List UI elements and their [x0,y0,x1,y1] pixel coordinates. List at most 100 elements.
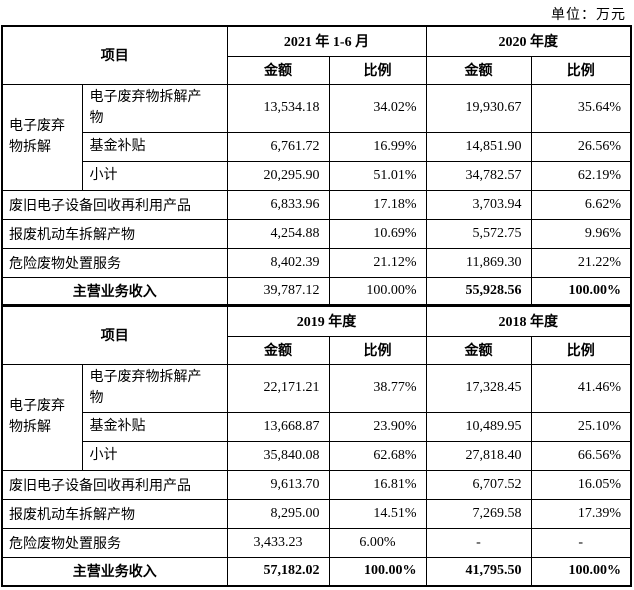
period-2020-header-cell: 2020 年度 [425,25,632,57]
total-row: 主营业务收入 39,787.12 100.00% 55,928.56 100.0… [1,276,632,306]
table-row: 基金补贴 6,761.72 16.99% 14,851.90 26.56% [2,131,632,162]
total-label-cell: 主营业务收入 [1,276,228,306]
ratio-cell: 6.00% [328,527,427,558]
amount-cell: 13,534.18 [226,83,330,133]
ratio-cell: 21.12% [328,247,427,278]
group-label-cell: 电子废弃物拆解 [1,83,83,191]
ratio-cell: 17.18% [328,189,427,220]
period-2018-header-cell: 2018 年度 [425,305,632,337]
ratio-cell: 38.77% [328,363,427,413]
total-amount-cell: 41,795.50 [425,556,532,587]
amount-cell: 17,328.45 [425,363,532,413]
table-row: 电子废弃物拆解 电子废弃物拆解产物 13,534.18 34.02% 19,93… [1,83,632,191]
amount-cell: 8,295.00 [226,498,330,529]
amount-cell: 11,869.30 [425,247,532,278]
ratio-cell: 34.02% [328,83,427,133]
ratio-header-cell: 比例 [530,55,632,85]
amount-cell: 34,782.57 [425,160,532,191]
table-row: 电子废弃物拆解 电子废弃物拆解产物 22,171.21 38.77% 17,32… [1,363,632,471]
row-label-cell: 电子废弃物拆解产物 [81,83,228,133]
row-label-cell: 废旧电子设备回收再利用产品 [1,189,228,220]
ratio-cell: 16.81% [328,469,427,500]
amount-header-cell: 金额 [226,335,330,365]
ratio-cell: 17.39% [530,498,632,529]
amount-cell: 20,295.90 [226,160,330,191]
amount-header-cell: 金额 [226,55,330,85]
row-label-cell: 小计 [81,160,228,191]
ratio-cell: 51.01% [328,160,427,191]
table-row: 小计 35,840.08 62.68% 27,818.40 66.56% [2,440,632,471]
ratio-cell: 16.99% [328,131,427,162]
ratio-header-cell: 比例 [328,55,427,85]
ratio-cell: 16.05% [530,469,632,500]
group-label-cell: 电子废弃物拆解 [1,363,83,471]
total-ratio-cell: 100.00% [530,276,632,306]
table-row: 危险废物处置服务 3,433.23 6.00% - - [1,527,632,558]
amount-cell: 27,818.40 [425,440,532,471]
amount-cell: 14,851.90 [425,131,532,162]
period-header-row: 项目 2021 年 1-6 月 2020 年度 [1,25,632,85]
row-label-cell: 报废机动车拆解产物 [1,498,228,529]
revenue-table-2021h1-2020: 项目 2021 年 1-6 月 2020 年度 金额 比例 金额 比例 电子废弃… [1,25,633,306]
ratio-cell: 23.90% [328,411,427,442]
subheader-row: 金额 比例 金额 比例 [2,335,632,365]
amount-cell: 6,761.72 [226,131,330,162]
ratio-cell: 66.56% [530,440,632,471]
amount-cell: 13,668.87 [226,411,330,442]
row-label-cell: 小计 [81,440,228,471]
total-ratio-cell: 100.00% [530,556,632,587]
amount-cell: 7,269.58 [425,498,532,529]
period-header-row: 项目 2019 年度 2018 年度 [1,305,632,365]
item-header-cell: 项目 [1,25,228,85]
total-ratio-cell: 100.00% [328,276,427,306]
table-row: 报废机动车拆解产物 8,295.00 14.51% 7,269.58 17.39… [1,498,632,529]
ratio-cell: 25.10% [530,411,632,442]
total-amount-cell: 55,928.56 [425,276,532,306]
amount-cell: 6,833.96 [226,189,330,220]
ratio-cell: - [530,527,632,558]
ratio-header-cell: 比例 [328,335,427,365]
table-row: 危险废物处置服务 8,402.39 21.12% 11,869.30 21.22… [1,247,632,278]
total-label-cell: 主营业务收入 [1,556,228,587]
amount-cell: 6,707.52 [425,469,532,500]
period-2019-header-cell: 2019 年度 [226,305,427,337]
amount-cell: 19,930.67 [425,83,532,133]
row-label-cell: 报废机动车拆解产物 [1,218,228,249]
amount-cell: 5,572.75 [425,218,532,249]
ratio-cell: 35.64% [530,83,632,133]
total-amount-cell: 57,182.02 [226,556,330,587]
ratio-cell: 14.51% [328,498,427,529]
item-header-cell: 项目 [1,305,228,365]
revenue-table-2019-2018: 项目 2019 年度 2018 年度 金额 比例 金额 比例 电子废弃物拆解 电… [1,305,632,587]
ratio-cell: 21.22% [530,247,632,278]
ratio-cell: 6.62% [530,189,632,220]
amount-cell: 8,402.39 [226,247,330,278]
table-row: 报废机动车拆解产物 4,254.88 10.69% 5,572.75 9.96% [1,218,632,249]
ratio-cell: 10.69% [328,218,427,249]
row-label-cell: 危险废物处置服务 [1,247,228,278]
total-ratio-cell: 100.00% [328,556,427,587]
amount-cell: 35,840.08 [226,440,330,471]
row-label-cell: 基金补贴 [81,131,228,162]
amount-header-cell: 金额 [425,335,532,365]
ratio-cell: 9.96% [530,218,632,249]
row-label-cell: 基金补贴 [81,411,228,442]
total-amount-cell: 39,787.12 [226,276,330,306]
row-label-cell: 危险废物处置服务 [1,527,228,558]
amount-cell: 3,433.23 [226,527,330,558]
amount-cell: 3,703.94 [425,189,532,220]
amount-cell: - [425,527,532,558]
period-2021h1-header-cell: 2021 年 1-6 月 [226,25,427,57]
row-label-cell: 电子废弃物拆解产物 [81,363,228,413]
amount-cell: 4,254.88 [226,218,330,249]
amount-cell: 22,171.21 [226,363,330,413]
amount-cell: 10,489.95 [425,411,532,442]
total-row: 主营业务收入 57,182.02 100.00% 41,795.50 100.0… [1,556,632,587]
amount-cell: 9,613.70 [226,469,330,500]
ratio-cell: 62.68% [328,440,427,471]
amount-header-cell: 金额 [425,55,532,85]
ratio-header-cell: 比例 [530,335,632,365]
ratio-cell: 41.46% [530,363,632,413]
table-row: 基金补贴 13,668.87 23.90% 10,489.95 25.10% [2,411,632,442]
